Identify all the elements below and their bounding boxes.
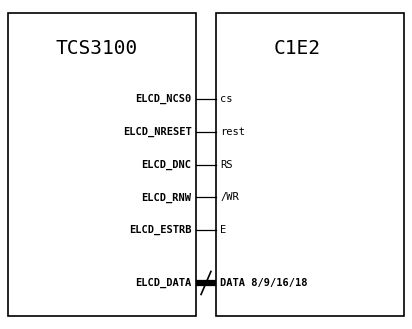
Text: ELCD_NCS0: ELCD_NCS0 [135,93,192,104]
Text: rest: rest [220,127,246,137]
Bar [216,13,404,316]
Text: C1E2: C1E2 [273,39,320,59]
Text: /WR: /WR [220,192,239,202]
Text: ELCD_ESTRB: ELCD_ESTRB [129,225,192,236]
Text: ELCD_RNW: ELCD_RNW [142,192,192,203]
Text: ELCD_DNC: ELCD_DNC [142,159,192,170]
Text: ELCD_NRESET: ELCD_NRESET [123,126,192,137]
Text: E: E [220,225,227,235]
Text: RS: RS [220,160,233,169]
Bar [8,13,196,316]
Text: TCS3100: TCS3100 [56,39,138,59]
Text: DATA 8/9/16/18: DATA 8/9/16/18 [220,278,308,288]
Text: ELCD_DATA: ELCD_DATA [135,278,192,288]
Text: cs: cs [220,94,233,104]
